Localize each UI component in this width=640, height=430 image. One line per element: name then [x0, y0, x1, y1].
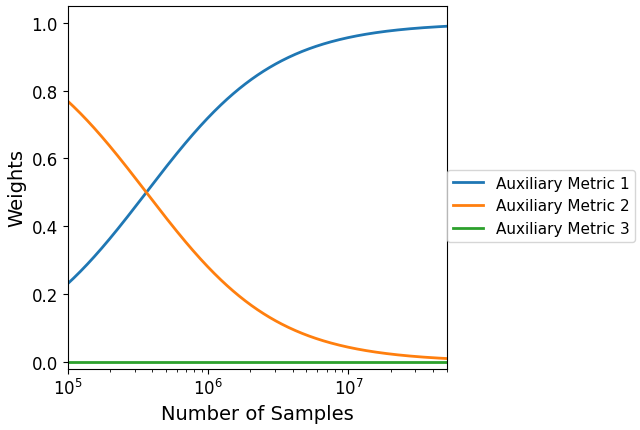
- Auxiliary Metric 2: [289, 327, 297, 332]
- Y-axis label: Weights: Weights: [7, 149, 26, 227]
- Auxiliary Metric 1: [269, 64, 276, 69]
- Auxiliary Metric 2: [244, 300, 252, 305]
- Auxiliary Metric 3: [269, 359, 277, 365]
- Auxiliary Metric 3: [290, 359, 298, 365]
- Auxiliary Metric 1: [374, 31, 382, 36]
- Auxiliary Metric 3: [375, 359, 383, 365]
- Auxiliary Metric 1: [246, 79, 253, 84]
- Auxiliary Metric 3: [64, 359, 72, 365]
- Auxiliary Metric 3: [244, 359, 252, 365]
- Auxiliary Metric 1: [443, 25, 451, 30]
- Auxiliary Metric 1: [434, 25, 442, 30]
- X-axis label: Number of Samples: Number of Samples: [161, 404, 353, 423]
- Line: Auxiliary Metric 2: Auxiliary Metric 2: [68, 102, 447, 359]
- Auxiliary Metric 2: [374, 350, 382, 355]
- Auxiliary Metric 3: [435, 359, 442, 365]
- Auxiliary Metric 3: [247, 359, 255, 365]
- Auxiliary Metric 2: [434, 356, 442, 361]
- Auxiliary Metric 1: [289, 53, 297, 58]
- Auxiliary Metric 3: [143, 359, 150, 365]
- Auxiliary Metric 2: [443, 356, 451, 361]
- Auxiliary Metric 2: [64, 99, 72, 104]
- Auxiliary Metric 2: [269, 317, 276, 322]
- Line: Auxiliary Metric 1: Auxiliary Metric 1: [68, 27, 447, 284]
- Auxiliary Metric 1: [244, 80, 252, 86]
- Auxiliary Metric 3: [443, 359, 451, 365]
- Legend: Auxiliary Metric 1, Auxiliary Metric 2, Auxiliary Metric 3: Auxiliary Metric 1, Auxiliary Metric 2, …: [447, 170, 636, 243]
- Auxiliary Metric 2: [246, 302, 253, 307]
- Auxiliary Metric 1: [64, 282, 72, 287]
